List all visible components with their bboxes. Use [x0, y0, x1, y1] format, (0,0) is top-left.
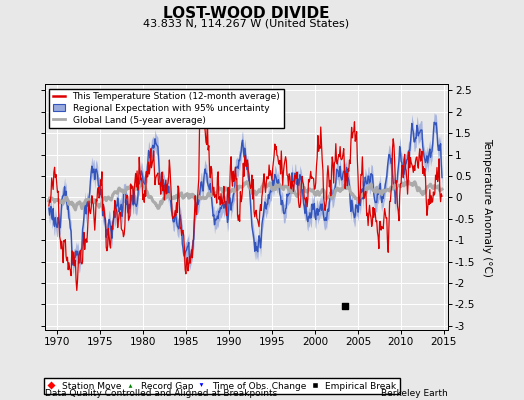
Y-axis label: Temperature Anomaly (°C): Temperature Anomaly (°C): [482, 138, 492, 276]
Text: LOST-WOOD DIVIDE: LOST-WOOD DIVIDE: [163, 6, 330, 21]
Text: Data Quality Controlled and Aligned at Breakpoints: Data Quality Controlled and Aligned at B…: [45, 389, 277, 398]
Text: 43.833 N, 114.267 W (United States): 43.833 N, 114.267 W (United States): [143, 18, 350, 28]
Point: [341, 303, 349, 310]
Text: Berkeley Earth: Berkeley Earth: [381, 389, 448, 398]
Legend: Station Move, Record Gap, Time of Obs. Change, Empirical Break: Station Move, Record Gap, Time of Obs. C…: [44, 378, 400, 394]
